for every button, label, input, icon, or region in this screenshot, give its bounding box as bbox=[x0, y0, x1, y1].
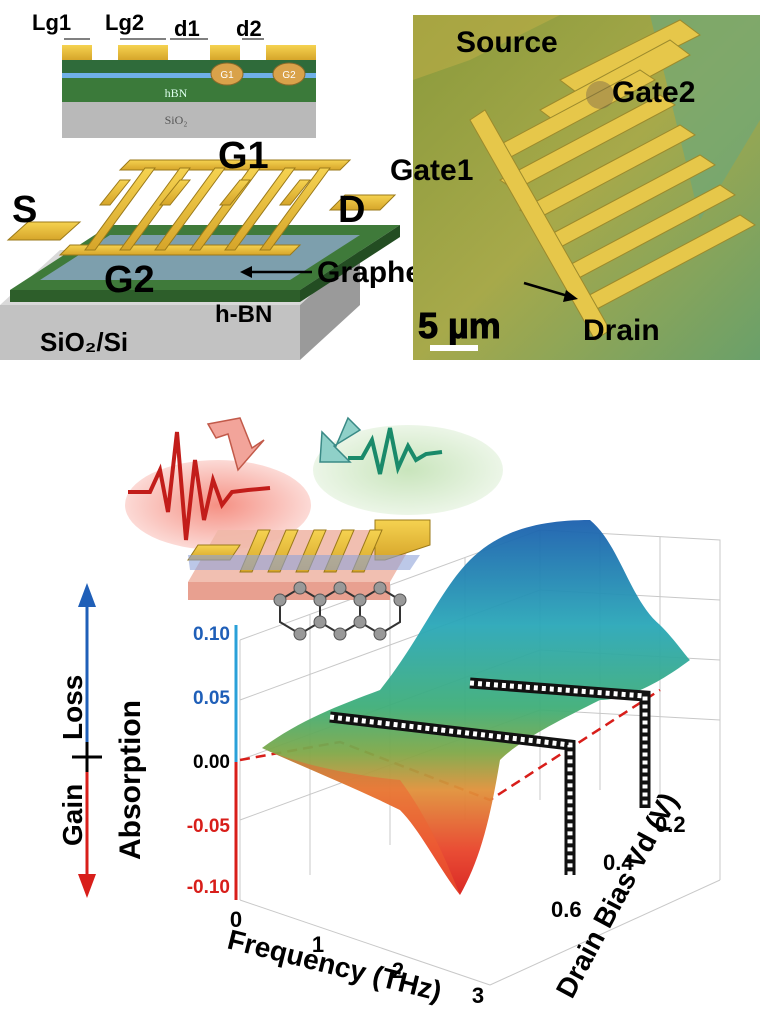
x-tick-2: 2 bbox=[392, 958, 404, 983]
x-axis-label: Frequency (THz) bbox=[225, 924, 445, 1007]
label-gate2: Gate2 bbox=[612, 76, 695, 109]
gain-label: Gain bbox=[57, 784, 88, 846]
cross-section-diagram: G1 G2 Lg1 Lg2 d1 d2 hBN SiO₂ bbox=[32, 10, 316, 138]
label-scale: 5 µm bbox=[418, 305, 501, 346]
y-axis-label: Absorption bbox=[114, 700, 147, 860]
y-tick-0: 0.10 bbox=[193, 624, 230, 645]
green-pulse-icon bbox=[348, 427, 443, 475]
label-d2: d2 bbox=[236, 16, 262, 41]
x-tick-3: 3 bbox=[472, 983, 484, 1008]
micrograph-photo: Source Gate2 Gate1 Drain 5 µm bbox=[390, 15, 760, 360]
z-tick-0: 0.2 bbox=[655, 812, 686, 837]
device-3d-diagram: S D G1 G2 Graphene h-BN SiO₂/Si bbox=[0, 135, 457, 360]
label-hbn: h-BN bbox=[215, 301, 272, 328]
label-lg1: Lg1 bbox=[32, 10, 71, 35]
label-d: D bbox=[338, 189, 365, 231]
label-hbn-layer: hBN bbox=[165, 86, 188, 100]
out-arrow-icon bbox=[206, 417, 265, 472]
z-tick-2: 0.6 bbox=[551, 897, 582, 922]
bubble-g1: G1 bbox=[220, 70, 234, 81]
y-tick-2: 0.00 bbox=[193, 752, 230, 773]
label-source: Source bbox=[456, 26, 558, 59]
absorption-surface bbox=[262, 520, 690, 895]
in-arrow-icon bbox=[319, 416, 362, 463]
y-tick-3: -0.05 bbox=[187, 816, 231, 837]
bubble-g2: G2 bbox=[282, 70, 296, 81]
label-g1: G1 bbox=[218, 135, 269, 177]
loss-label: Loss bbox=[57, 675, 88, 740]
label-d1: d1 bbox=[174, 16, 200, 41]
label-sio2-layer: SiO₂ bbox=[165, 113, 188, 127]
label-g2: G2 bbox=[104, 259, 155, 301]
gain-loss-indicator: Loss Gain bbox=[57, 583, 102, 898]
y-tick-4: -0.10 bbox=[187, 877, 230, 898]
y-tick-1: 0.05 bbox=[193, 688, 230, 709]
label-drain: Drain bbox=[583, 314, 660, 347]
x-tick-0: 0 bbox=[230, 907, 242, 932]
red-pulse-icon bbox=[128, 431, 271, 541]
label-substrate: SiO₂/Si bbox=[40, 327, 128, 357]
label-s: S bbox=[12, 189, 37, 231]
x-tick-1: 1 bbox=[312, 932, 324, 957]
vd-slice-markers bbox=[329, 677, 651, 875]
inset-illustration bbox=[125, 416, 503, 641]
surface-chart: 0.10 0.05 0.00 -0.05 -0.10 0 1 2 3 0.2 0… bbox=[57, 416, 721, 1008]
label-lg2: Lg2 bbox=[105, 10, 144, 35]
label-gate1: Gate1 bbox=[390, 154, 473, 187]
z-tick-1: 0.4 bbox=[603, 850, 634, 875]
